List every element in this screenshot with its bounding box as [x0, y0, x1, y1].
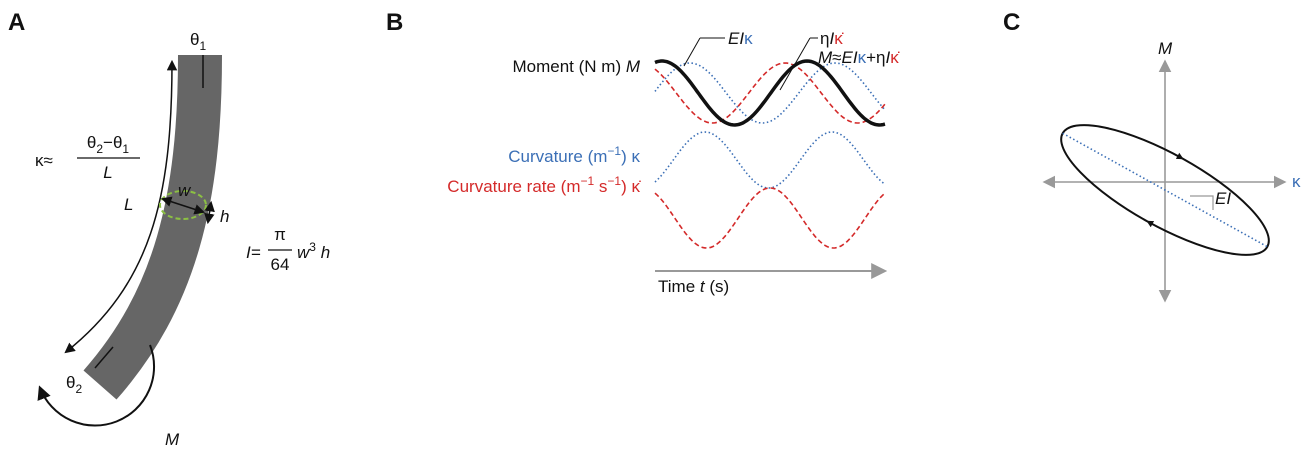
curvature-rate-wave	[654, 187, 886, 249]
curvature-wave	[654, 131, 886, 189]
sum-label: M≈EIκ+ηIκ̇	[818, 48, 900, 67]
curvature-numerator: θ2−θ1	[87, 133, 130, 156]
panel-c: C M κ EI	[1003, 9, 1301, 303]
width-arrow	[161, 196, 205, 215]
moment-arrow	[37, 344, 155, 427]
leader	[683, 37, 701, 67]
width-label: w	[178, 181, 192, 200]
curvature-formula: κ≈	[35, 151, 53, 170]
panel-label: B	[386, 9, 403, 36]
slope-line	[1062, 132, 1268, 248]
inertia-denominator: 64	[271, 255, 290, 274]
height-label: h	[220, 207, 229, 226]
elastic-wave	[654, 62, 886, 124]
inertia-rhs: w3 h	[297, 240, 330, 262]
viscous-wave	[654, 62, 886, 124]
panel-label: C	[1003, 9, 1020, 36]
length-arrow	[64, 59, 178, 354]
leader	[779, 37, 811, 91]
moment-label: Moment (N m) M	[512, 57, 640, 76]
curvature-rate-label: Curvature rate (m−1 s−1) κ̇	[447, 174, 641, 196]
loop-arrow	[1173, 152, 1184, 160]
viscous-label: ηIκ̇	[820, 29, 844, 48]
panel-b: B EIκ ηIκ̇ M≈EIκ+ηIκ̇ Moment (N m) M Cur…	[386, 9, 900, 296]
length-label: L	[124, 195, 133, 214]
elastic-label: EIκ	[728, 29, 753, 48]
x-axis-label: κ	[1292, 172, 1301, 191]
inertia-lhs: I=	[246, 243, 261, 262]
loop-arrow	[1146, 220, 1157, 228]
slope-bracket	[1190, 195, 1214, 210]
curvature-denominator: L	[103, 163, 112, 182]
theta2: θ2	[66, 373, 82, 396]
y-axis-label: M	[1158, 39, 1173, 58]
panel-a: A θ1 θ2 κ≈ θ2−θ1 L L w h I= π 64 w3 h M	[8, 9, 330, 449]
moment-wave	[654, 59, 886, 127]
inertia-numerator: π	[274, 225, 286, 244]
beam	[83, 54, 222, 400]
time-label: Time t (s)	[658, 277, 729, 296]
height-arrow	[204, 200, 215, 225]
panel-label: A	[8, 9, 25, 36]
curvature-label: Curvature (m−1) κ	[508, 144, 640, 166]
slope-label: EI	[1215, 189, 1231, 208]
moment-label: M	[165, 430, 180, 449]
theta1: θ1	[190, 30, 206, 53]
